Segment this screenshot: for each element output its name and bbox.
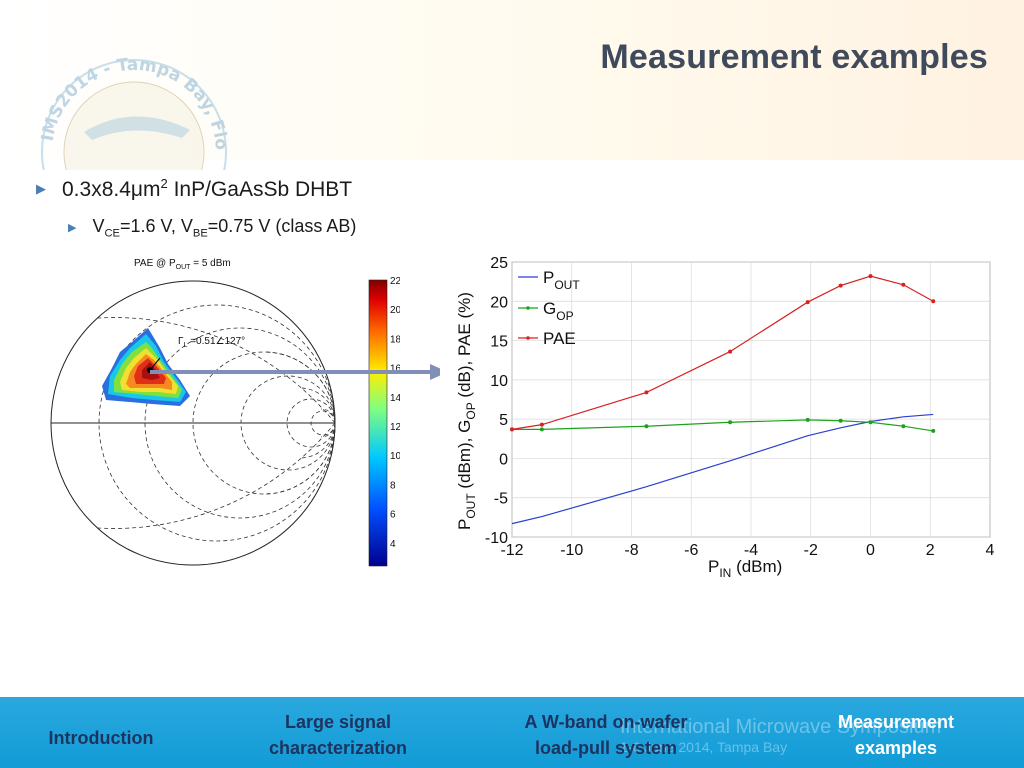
y-tick-label: 15 (490, 334, 508, 351)
colorbar-tick-label: 22 (390, 276, 400, 287)
nav-large-signal[interactable]: Large signal characterization (250, 709, 426, 761)
nav-introduction[interactable]: Introduction (36, 725, 166, 751)
x-tick-label: -8 (624, 542, 638, 559)
y-tick-label: 5 (499, 412, 508, 429)
bullet-device-text: 0.3x8.4μm2 InP/GaAsSb DHBT (62, 176, 353, 201)
colorbar-tick-label: 10 (390, 451, 400, 462)
data-point-pae (901, 282, 906, 287)
y-tick-label: 25 (490, 255, 508, 272)
series-line-p-out (511, 413, 934, 525)
data-point-pae (644, 390, 649, 395)
footer-watermark: International Microwave Symposium 1-6 Ju… (620, 716, 942, 755)
conference-logo: IMS2014 - Tampa Bay, Florida (22, 42, 231, 170)
bullet-marker-icon: ▶ (68, 222, 77, 235)
y-tick-label: 0 (499, 451, 508, 468)
colorbar-tick-label: 6 (390, 510, 396, 521)
colorbar (368, 279, 388, 567)
colorbar-tick-label: 20 (390, 305, 400, 316)
series-layer (510, 274, 936, 525)
nav-large-signal-line2: characterization (268, 738, 408, 758)
legend-gop-marker (526, 306, 530, 310)
data-point-g-op (838, 418, 843, 423)
y-tick-label: -5 (494, 491, 508, 508)
bullet-bias-text: VCE=1.6 V, VBE=0.75 V (class AB) (92, 216, 357, 240)
nav-w-band-line2: load-pull system (534, 738, 678, 758)
footer-nav-bar (0, 697, 1024, 768)
x-tick-label: -10 (560, 542, 583, 559)
colorbar-tick-label: 8 (390, 480, 396, 491)
gamma-label: ΓL =0.51∠127° (178, 336, 245, 349)
page-title: Measurement examples (600, 38, 988, 76)
x-tick-label: 2 (926, 542, 935, 559)
colorbar-tick-label: 12 (390, 422, 400, 433)
data-point-pae (805, 300, 810, 305)
y-tick-label: -10 (485, 530, 508, 547)
bullet-marker-icon: ▶ (36, 181, 46, 196)
data-point-g-op (539, 427, 544, 432)
colorbar-tick-label: 4 (390, 539, 396, 550)
legend: POUT GOP PAE (518, 268, 580, 348)
y-axis-label: POUT (dBm), GOP (dB), PAE (%) (455, 292, 478, 530)
pointer-arrow (150, 364, 448, 380)
colorbar-ticks: 22 20 18 16 14 12 10 8 6 4 (390, 276, 400, 550)
colorbar-tick-label: 18 (390, 334, 400, 345)
data-point-g-op (868, 420, 873, 425)
legend-pae-label: PAE (543, 329, 576, 348)
legend-gop-label: GOP (543, 299, 574, 323)
nav-measurement-line1: Measurement (837, 712, 955, 732)
data-point-pae (868, 274, 873, 279)
x-tick-label: 4 (986, 542, 995, 559)
x-tick-label: 0 (866, 542, 875, 559)
nav-introduction-label: Introduction (48, 728, 154, 748)
data-point-g-op (728, 420, 733, 425)
x-tick-label: -12 (500, 542, 523, 559)
data-point-g-op (805, 417, 810, 422)
data-point-pae (838, 283, 843, 288)
x-tick-label: -2 (804, 542, 818, 559)
data-point-pae (728, 349, 733, 354)
legend-pae-marker (526, 336, 530, 340)
pae-contour (102, 328, 190, 406)
y-tick-labels: -10 -5 0 5 10 15 20 25 (485, 255, 508, 547)
data-point-pae (539, 422, 544, 427)
nav-w-band-line1: A W-band on-wafer (524, 712, 688, 732)
nav-measurement-examples[interactable]: Measurement examples (820, 709, 972, 761)
data-point-pae (510, 427, 514, 432)
x-axis-label: PIN (dBm) (708, 557, 782, 580)
colorbar-tick-label: 16 (390, 364, 400, 375)
data-point-g-op (644, 424, 649, 429)
grid-lines (511, 261, 991, 538)
colorbar-tick-label: 14 (390, 393, 400, 404)
x-tick-labels: -12 -10 -8 -6 -4 -2 0 2 4 (500, 542, 994, 559)
nav-w-band[interactable]: A W-band on-wafer load-pull system (506, 709, 706, 761)
smith-grid (50, 280, 336, 566)
legend-pout-label: POUT (543, 268, 580, 292)
data-point-pae (931, 299, 936, 304)
smith-chart: PAE @ POUT = 5 dBm (50, 258, 400, 567)
data-point-g-op (901, 424, 906, 429)
bullet-bias: ▶ VCE=1.6 V, VBE=0.75 V (class AB) (68, 216, 356, 240)
x-tick-label: -6 (684, 542, 698, 559)
y-tick-label: 10 (490, 373, 508, 390)
nav-measurement-line2: examples (854, 738, 938, 758)
x-tick-label: -4 (744, 542, 758, 559)
bullet-device: ▶ 0.3x8.4μm2 InP/GaAsSb DHBT (36, 176, 352, 202)
y-tick-label: 20 (490, 294, 508, 311)
nav-large-signal-line1: Large signal (284, 712, 392, 732)
data-point-g-op (931, 428, 936, 433)
smith-title: PAE @ POUT = 5 dBm (134, 258, 231, 271)
